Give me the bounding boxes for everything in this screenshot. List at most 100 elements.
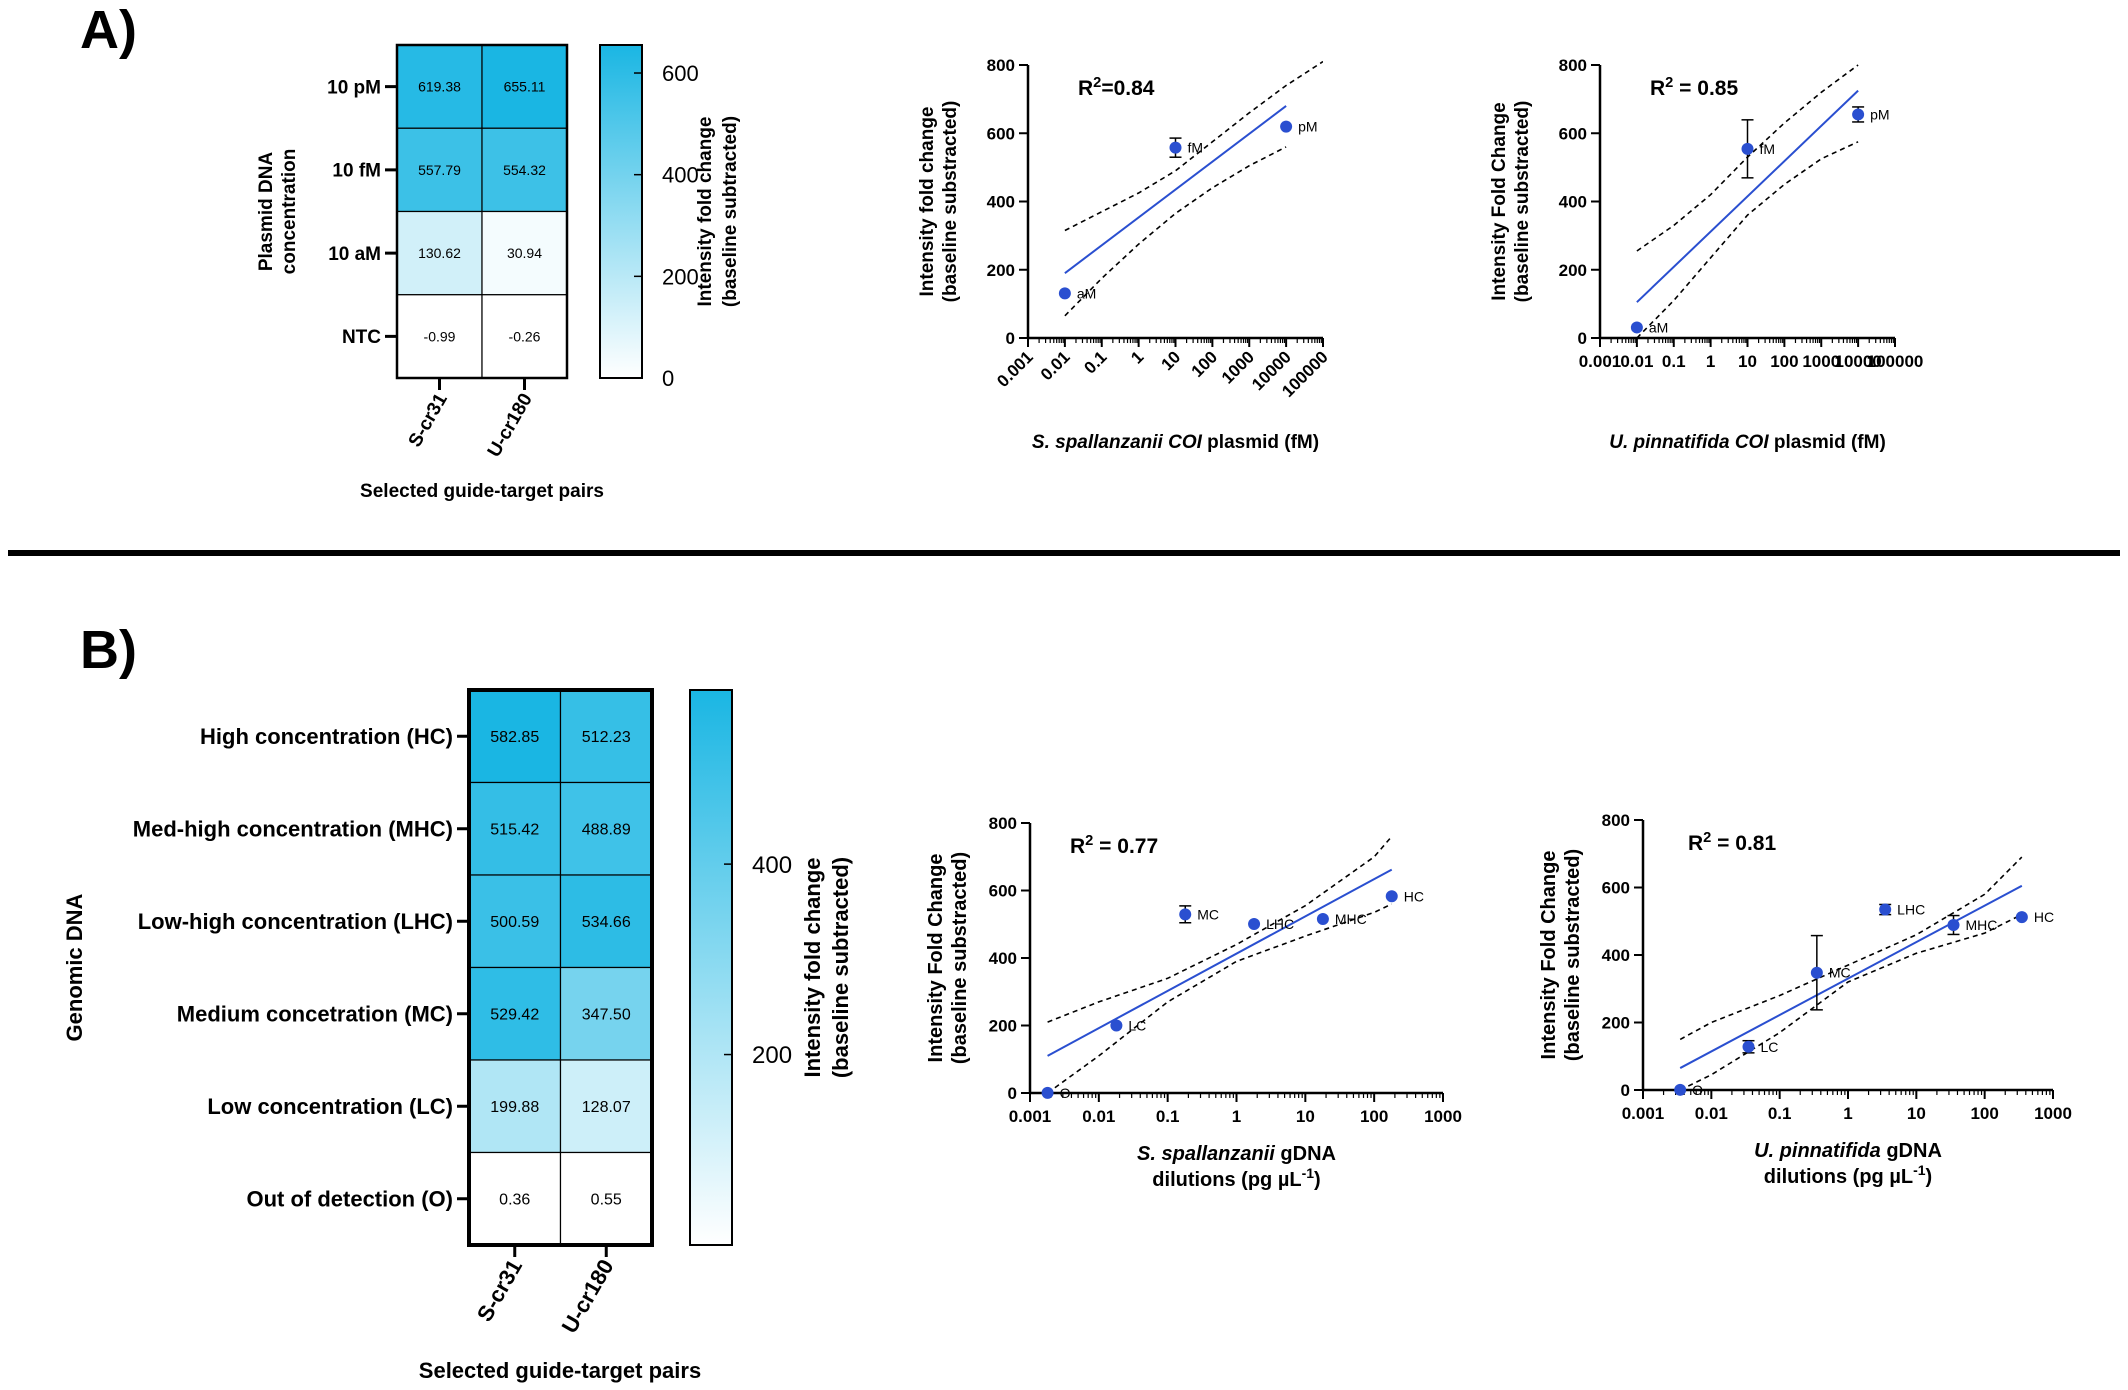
data-point <box>1630 321 1643 334</box>
y-tick-label: 0 <box>1006 329 1015 348</box>
x-axis-title: dilutions (pg µL-1) <box>1764 1162 1932 1188</box>
colorbar-tick-label: 200 <box>752 1042 792 1069</box>
x-tick-label: 0.01 <box>1037 347 1074 384</box>
data-point-label: pM <box>1298 119 1317 135</box>
heatmap-col-label: U-cr180 <box>557 1255 619 1337</box>
colorbar-title: Intensity fold change <box>695 116 716 306</box>
heatmap-cell <box>468 966 562 1061</box>
x-tick-label: 0.001 <box>1579 352 1622 371</box>
x-tick-label: 0.001 <box>1622 1104 1665 1123</box>
heatmap-col-label: S-cr31 <box>405 390 452 451</box>
r-squared: R2 = 0.81 <box>1688 830 1776 855</box>
heatmap-y-title: concentration <box>279 149 300 275</box>
data-point <box>1741 142 1754 155</box>
data-point-label: LHC <box>1266 916 1294 932</box>
x-tick-label: 100 <box>1970 1104 1998 1123</box>
heatmap-cell-value: 619.38 <box>418 79 461 95</box>
colorbar-tick-label: 200 <box>662 264 699 289</box>
heatmap-x-title: Selected guide-target pairs <box>360 481 604 502</box>
scatter-pinnatifida-gdna: 0 200 400 600 800 0.001 0.01 0.1 1 10 100 1000 O LC MC… <box>1538 811 2072 1188</box>
heatmap-col-label: S-cr31 <box>472 1255 527 1326</box>
heatmap-cell <box>559 966 653 1061</box>
data-point <box>1810 966 1823 979</box>
x-tick-label: 10 <box>1738 352 1757 371</box>
heatmap-row-label: Out of detection (O) <box>246 1187 453 1212</box>
data-point <box>1742 1040 1755 1053</box>
heatmap-cell <box>559 689 653 784</box>
data-point <box>1947 918 1960 931</box>
heatmap-row-label: 10 pM <box>327 77 381 98</box>
regression-line <box>1679 884 2023 1069</box>
heatmap-cell-value: 0.55 <box>591 1192 622 1209</box>
y-tick-label: 800 <box>987 56 1015 75</box>
regression-line <box>1064 105 1287 274</box>
colorbar <box>599 44 643 379</box>
data-point-label: LHC <box>1897 902 1925 918</box>
panel-label-b: B) <box>80 620 137 680</box>
x-tick-label: 10 <box>1296 1107 1315 1126</box>
regression-line <box>1636 89 1859 303</box>
y-tick-label: 400 <box>989 949 1017 968</box>
heatmap-cell-value: 655.11 <box>504 79 546 95</box>
heatmap-cell-value: 130.62 <box>418 245 461 261</box>
data-point <box>2015 911 2028 924</box>
heatmap-frame <box>395 43 569 380</box>
x-axis-title: S. spallanzanii COI plasmid (fM) <box>1032 432 1319 453</box>
heatmap-row-label: NTC <box>342 327 381 348</box>
y-tick-label: 400 <box>1602 946 1630 965</box>
x-tick-label: 0.1 <box>1662 352 1686 371</box>
y-tick-label: 200 <box>989 1017 1017 1036</box>
data-point-label: pM <box>1870 106 1889 122</box>
ci-lower-band <box>1636 141 1859 338</box>
data-point-label: MHC <box>1966 917 1998 933</box>
x-tick-label: 1 <box>1706 352 1715 371</box>
x-tick-label: 100 <box>1188 347 1221 380</box>
heatmap-genomic: 582.85 512.23 High concentration (HC) 515.4… <box>62 688 853 1383</box>
panel-label-a: A) <box>80 0 137 60</box>
heatmap-frame <box>467 688 654 1247</box>
data-point <box>1852 108 1865 121</box>
data-point <box>1169 141 1182 154</box>
x-tick-label: 10 <box>1158 347 1185 374</box>
heatmap-cell <box>559 874 653 969</box>
colorbar-tick-label: 0 <box>662 366 674 391</box>
y-tick-label: 600 <box>987 124 1015 143</box>
r-squared: R2 = 0.85 <box>1650 75 1738 100</box>
heatmap-cell-value: 128.07 <box>582 1099 631 1116</box>
data-point-label: MC <box>1197 906 1219 922</box>
y-axis-title: (baseline substracted) <box>1562 849 1584 1061</box>
heatmap-cell-value: 500.59 <box>490 914 539 931</box>
x-tick-label: 0.1 <box>1156 1107 1180 1126</box>
ci-lower-band <box>1047 903 1393 1093</box>
data-point <box>1385 890 1398 903</box>
colorbar-title: Intensity fold change <box>800 857 825 1077</box>
heatmap-row-label: Low-high concentration (LHC) <box>138 909 453 934</box>
heatmap-cell <box>468 1151 562 1246</box>
data-point <box>1316 913 1329 926</box>
y-tick-label: 800 <box>989 814 1017 833</box>
x-axis-title: dilutions (pg µL-1) <box>1152 1165 1320 1191</box>
y-tick-label: 600 <box>1602 879 1630 898</box>
heatmap-col-label: U-cr180 <box>484 390 537 461</box>
colorbar-title: (baseline subtracted) <box>720 116 741 307</box>
data-point-label: aM <box>1077 285 1096 301</box>
y-tick-label: 200 <box>987 261 1015 280</box>
heatmap-x-title: Selected guide-target pairs <box>419 1358 701 1383</box>
heatmap-cell <box>559 781 653 876</box>
ci-lower-band <box>1064 146 1287 317</box>
heatmap-cell <box>481 44 568 129</box>
heatmap-row-label: High concentration (HC) <box>200 724 453 749</box>
x-tick-label: 0.001 <box>1009 1107 1052 1126</box>
y-axis-title: Intensity fold change <box>917 106 938 296</box>
x-axis-title: S. spallanzanii gDNA <box>1137 1143 1336 1165</box>
ci-upper-band <box>1047 835 1393 1023</box>
x-tick-label: 0.001 <box>993 347 1037 391</box>
y-axis-title: (baseline substracted) <box>1512 101 1533 303</box>
r-squared: R2=0.84 <box>1078 75 1155 100</box>
data-point-label: O <box>1060 1085 1071 1101</box>
data-point <box>1110 1019 1123 1032</box>
y-tick-label: 600 <box>1559 124 1587 143</box>
scatter-spallanzanii-gdna: 0 200 400 600 800 0.001 0.01 0.1 1 10 100 1000 O LC MC… <box>925 814 1462 1191</box>
x-tick-label: 0.1 <box>1768 1104 1792 1123</box>
